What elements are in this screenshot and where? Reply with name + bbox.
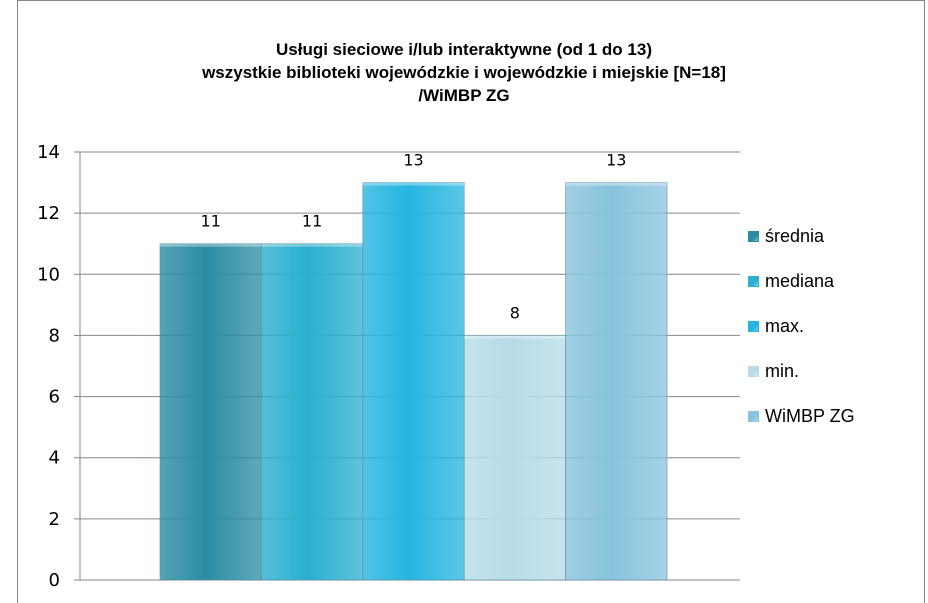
data-label-1: 11: [302, 212, 322, 231]
legend-swatch-1: [748, 276, 759, 287]
legend-item-2: max.: [748, 304, 855, 349]
chart-title-line-3: /WiMBP ZG: [418, 86, 510, 105]
legend-label-3: min.: [765, 361, 800, 381]
chart-title-line-1: Usługi sieciowe i/lub interaktywne (od 1…: [276, 40, 652, 59]
bar-3: [463, 335, 566, 581]
legend-item-0: średnia: [748, 214, 855, 259]
y-tick-label-10: 10: [37, 264, 60, 285]
y-tick-label-6: 6: [49, 387, 60, 408]
legend-label-2: max.: [765, 316, 805, 336]
legend-label-1: mediana: [765, 271, 835, 291]
bar-0: [159, 243, 262, 581]
y-tick-label-14: 14: [37, 142, 60, 163]
y-tick-label-2: 2: [49, 509, 60, 530]
legend-item-4: WiMBP ZG: [748, 394, 855, 439]
chart-legend: średnia mediana max. min. WiMBP ZG: [748, 214, 855, 439]
bar-highlight-0: [160, 243, 262, 247]
chart-title: Usługi sieciowe i/lub interaktywne (od 1…: [0, 38, 928, 107]
data-label-2: 13: [403, 151, 423, 170]
legend-swatch-0: [748, 231, 759, 242]
legend-item-1: mediana: [748, 259, 855, 304]
data-label-3: 8: [510, 303, 520, 322]
legend-item-3: min.: [748, 349, 855, 394]
data-label-4: 13: [606, 151, 626, 170]
legend-label-0: średnia: [765, 226, 825, 246]
bar-highlight-3: [464, 335, 566, 339]
y-tick-label-0: 0: [49, 570, 60, 591]
bar-2: [362, 182, 465, 581]
y-tick-label-4: 4: [49, 448, 60, 469]
legend-swatch-3: [748, 366, 759, 377]
legend-swatch-2: [748, 321, 759, 332]
y-tick-label-12: 12: [37, 203, 60, 224]
legend-label-4: WiMBP ZG: [765, 406, 855, 426]
bar-4: [565, 182, 668, 581]
bar-highlight-1: [261, 243, 363, 247]
bar-highlight-2: [362, 182, 465, 186]
chart-title-line-2: wszystkie biblioteki wojewódzkie i wojew…: [202, 63, 726, 82]
legend-swatch-4: [748, 411, 759, 422]
data-label-0: 11: [201, 212, 221, 231]
bar-1: [261, 243, 364, 581]
bar-highlight-4: [565, 182, 667, 186]
y-tick-label-8: 8: [49, 325, 60, 346]
